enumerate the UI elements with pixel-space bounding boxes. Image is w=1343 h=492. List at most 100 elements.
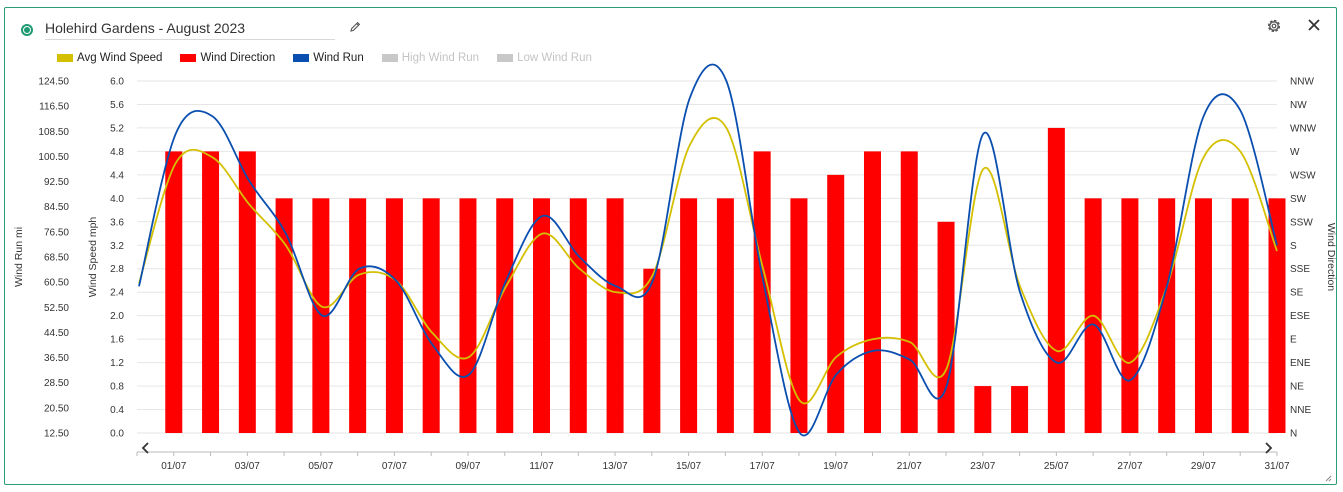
close-icon[interactable] [1306, 17, 1322, 33]
wind-direction-bar [422, 198, 440, 433]
wind-direction-bar [349, 198, 367, 433]
wind-direction-bar [385, 198, 403, 433]
wind-speed-tick-label: 1.6 [110, 335, 124, 346]
wind-speed-tick-label: 3.6 [110, 217, 124, 228]
wind-direction-bar [1231, 198, 1249, 433]
wind-speed-tick-label: 5.2 [110, 123, 124, 134]
legend-item-wind-run[interactable]: Wind Run [293, 52, 364, 64]
x-tick-label: 23/07 [970, 461, 995, 472]
wind-run-tick-label: 68.50 [44, 253, 69, 264]
wind-direction-bar [680, 198, 698, 433]
wind-direction-bar [1047, 127, 1065, 433]
legend-label: High Wind Run [401, 52, 480, 64]
x-tick-label: 09/07 [455, 461, 480, 472]
wind-direction-bar [1011, 386, 1029, 433]
x-tick-label: 25/07 [1044, 461, 1069, 472]
x-tick-label: 19/07 [823, 461, 848, 472]
wind-direction-bar [459, 198, 477, 433]
wind-direction-bar [974, 386, 992, 433]
wind-speed-tick-label: 0.4 [110, 405, 124, 416]
wind-speed-tick-label: 0.8 [110, 382, 124, 393]
wind-direction-tick-label: SSE [1290, 264, 1310, 275]
wind-run-tick-label: 44.50 [44, 328, 69, 339]
wind-direction-bars [165, 127, 1286, 433]
x-tick-label: 27/07 [1117, 461, 1142, 472]
x-tick-label: 01/07 [161, 461, 186, 472]
legend-swatch [497, 54, 514, 62]
wind-direction-tick-label: ESE [1290, 311, 1310, 322]
chevron-left-icon[interactable] [141, 442, 149, 454]
wind-run-tick-label: 92.50 [44, 177, 69, 188]
wind-direction-bar [1268, 198, 1286, 433]
chart-panel: Holehird Gardens - August 2023 Avg Wind … [4, 7, 1337, 485]
wind-direction-bar [1194, 198, 1212, 433]
wind-direction-bar [533, 198, 551, 433]
legend-swatch [57, 54, 73, 62]
x-tick-label: 21/07 [897, 461, 922, 472]
wind-run-tick-label: 84.50 [44, 202, 69, 213]
x-tick-label: 07/07 [382, 461, 407, 472]
legend-item-high-wind-run[interactable]: High Wind Run [381, 52, 480, 64]
wind-direction-tick-label: E [1290, 335, 1297, 346]
wind-run-tick-label: 76.50 [44, 227, 69, 238]
page-title: Holehird Gardens - August 2023 [45, 20, 335, 40]
x-tick-label: 03/07 [235, 461, 260, 472]
legend-item-wind-direction[interactable]: Wind Direction [180, 52, 275, 64]
wind-run-line [138, 63, 1278, 437]
wind-run-tick-label: 12.50 [44, 429, 69, 440]
wind-run-tick-label: 124.50 [38, 77, 69, 88]
legend-item-avg-wind-speed[interactable]: Avg Wind Speed [57, 52, 162, 64]
wind-direction-bar [238, 151, 256, 433]
wind-speed-tick-label: 2.4 [110, 288, 124, 299]
legend-swatch [293, 54, 310, 62]
wind-speed-tick-label: 5.6 [110, 100, 124, 111]
wind-direction-bar [202, 151, 220, 433]
wind-direction-bar [643, 268, 661, 433]
wind-speed-tick-label: 2.8 [110, 264, 124, 275]
wind-direction-bar [900, 151, 918, 433]
wind-direction-tick-label: SSW [1290, 217, 1313, 228]
wind-direction-tick-label: NW [1290, 100, 1307, 111]
wind-run-axis-title: Wind Run mi [13, 227, 25, 287]
wind-direction-tick-label: SW [1290, 194, 1307, 205]
pencil-icon[interactable] [348, 20, 362, 34]
x-tick-label: 11/07 [529, 461, 554, 472]
x-tick-label: 05/07 [308, 461, 333, 472]
wind-run-tick-label: 100.50 [38, 152, 69, 163]
wind-direction-axis-title: Wind Direction [1325, 223, 1337, 291]
chevron-right-icon[interactable] [1265, 442, 1273, 454]
wind-direction-tick-label: WNW [1290, 123, 1317, 134]
wind-direction-bar [606, 198, 624, 433]
wind-direction-bar [863, 151, 881, 433]
avg-wind-speed-line [138, 117, 1278, 405]
x-tick-label: 29/07 [1191, 461, 1216, 472]
resize-handle-icon[interactable] [1325, 475, 1332, 482]
wind-speed-tick-label: 6.0 [110, 77, 124, 88]
gear-icon[interactable] [1265, 17, 1283, 35]
wind-direction-bar [165, 151, 183, 433]
wind-run-tick-label: 52.50 [44, 303, 69, 314]
wind-speed-tick-label: 3.2 [110, 241, 124, 252]
wind-direction-tick-label: WSW [1290, 170, 1316, 181]
wind-direction-bar [827, 174, 845, 433]
wind-run-tick-label: 116.50 [39, 102, 69, 113]
legend-label: Avg Wind Speed [77, 52, 163, 64]
wind-direction-tick-label: N [1290, 429, 1297, 440]
wind-speed-tick-label: 4.4 [110, 170, 124, 181]
wind-speed-axis-title: Wind Speed mph [87, 217, 99, 298]
wind-direction-bar [753, 151, 771, 433]
x-tick-label: 31/07 [1264, 461, 1289, 472]
wind-run-tick-label: 108.50 [38, 127, 69, 138]
line-layer [138, 63, 1278, 437]
legend-item-low-wind-run[interactable]: Low Wind Run [497, 52, 592, 64]
x-tick-label: 17/07 [750, 461, 775, 472]
wind-direction-tick-label: S [1290, 241, 1297, 252]
wind-speed-tick-label: 4.8 [110, 147, 124, 158]
wind-direction-bar [716, 198, 734, 433]
wind-direction-bar [496, 198, 514, 433]
wind-speed-tick-label: 2.0 [110, 311, 124, 322]
legend-label: Wind Direction [200, 52, 276, 64]
wind-run-tick-label: 20.50 [44, 403, 69, 414]
wind-direction-tick-label: SE [1290, 288, 1304, 299]
wind-speed-tick-label: 0.0 [110, 429, 124, 440]
